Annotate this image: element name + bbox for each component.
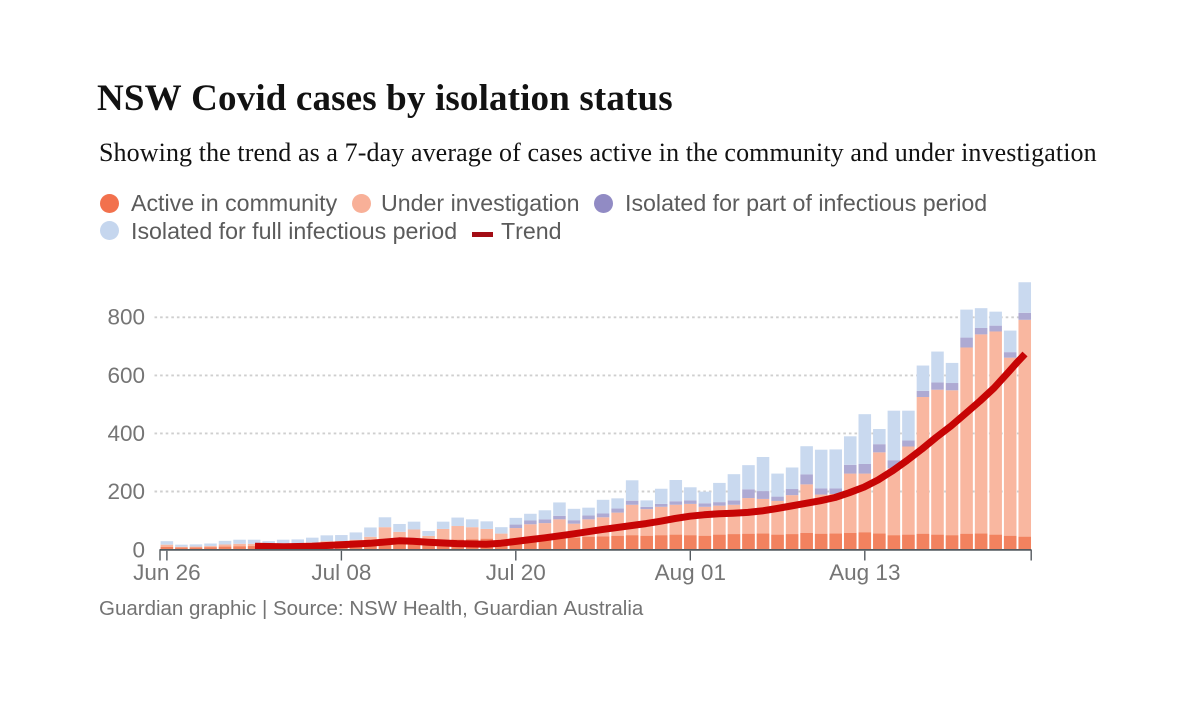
svg-text:0: 0 xyxy=(132,537,145,562)
svg-text:Jun 26: Jun 26 xyxy=(133,560,201,585)
svg-text:400: 400 xyxy=(107,421,145,446)
svg-text:600: 600 xyxy=(107,363,145,388)
svg-text:Aug 13: Aug 13 xyxy=(829,560,900,585)
svg-text:800: 800 xyxy=(107,305,145,330)
svg-text:Aug 01: Aug 01 xyxy=(655,560,726,585)
svg-text:Jul 08: Jul 08 xyxy=(311,560,371,585)
svg-text:200: 200 xyxy=(107,479,145,504)
svg-text:Jul 20: Jul 20 xyxy=(486,560,546,585)
